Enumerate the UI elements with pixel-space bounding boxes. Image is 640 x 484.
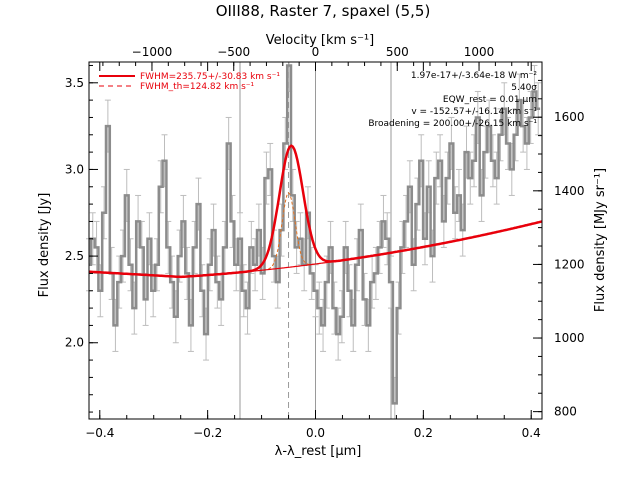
- top-tick-label: 0: [312, 45, 320, 59]
- annotation-flux: 1.97e-17+/-3.64e-18 W m⁻²: [411, 71, 538, 81]
- y-tick-label: 3.0: [65, 162, 84, 176]
- y-axis-label: Flux density [Jy]: [37, 193, 52, 298]
- data-step-line: [89, 64, 541, 405]
- x-tick-label: 0.0: [306, 426, 325, 440]
- y-tick-label: 2.0: [65, 336, 84, 350]
- reference-lines: [239, 62, 392, 419]
- fit-line: [88, 144, 543, 279]
- data-series: [89, 64, 541, 405]
- fit-series: [88, 144, 543, 279]
- legend-label-fwhm: FWHM=235.75+/-30.83 km s⁻¹: [140, 72, 280, 82]
- x-axis-label: λ-λ_rest [μm]: [275, 444, 362, 459]
- annotation-snr: 5.40σ: [511, 83, 537, 93]
- top-axis-label: Velocity [km s⁻¹]: [266, 33, 374, 48]
- y-tick-label: 2.5: [65, 249, 84, 263]
- top-tick-label: 1000: [464, 45, 495, 59]
- top-tick-label: −500: [217, 45, 250, 59]
- y2-tick-label: 1200: [554, 257, 585, 271]
- y2-tick-label: 1400: [554, 184, 585, 198]
- y2-ticks: 800 1000 1200 1400 1600: [533, 61, 585, 419]
- x-tick-label: −0.4: [85, 426, 114, 440]
- y2-tick-label: 1600: [554, 110, 585, 124]
- top-tick-label: −1000: [132, 45, 173, 59]
- fit-annotations: 1.97e-17+/-3.64e-18 W m⁻² 5.40σ EQW_rest…: [368, 71, 537, 129]
- x-tick-label: 0.4: [522, 426, 541, 440]
- y-ticks: 2.0 2.5 3.0 3.5: [65, 64, 98, 413]
- annotation-broadening: Broadening = 200.00+/-26.15 km s⁻¹: [368, 119, 537, 129]
- x-tick-label: −0.2: [193, 426, 222, 440]
- y2-tick-label: 800: [554, 405, 577, 419]
- legend-label-fwhm-th: FWHM_th=124.82 km s⁻¹: [140, 82, 255, 92]
- y2-tick-label: 1000: [554, 331, 585, 345]
- annotation-eqw: EQW_rest = 0.01 μm: [443, 95, 537, 105]
- legend: FWHM=235.75+/-30.83 km s⁻¹ FWHM_th=124.8…: [99, 72, 280, 92]
- x-tick-label: 0.2: [414, 426, 433, 440]
- chart-title: OIII88, Raster 7, spaxel (5,5): [216, 2, 431, 20]
- y-tick-label: 3.5: [65, 76, 84, 90]
- annotation-velocity: v = -152.57+/-16.14 km s⁻¹: [411, 107, 537, 117]
- top-tick-label: 500: [386, 45, 409, 59]
- y2-axis-label: Flux density [MJy sr⁻¹]: [593, 168, 608, 312]
- top-ticks: −1000 −500 0 500 1000: [102, 45, 529, 71]
- x-ticks: −0.4 −0.2 0.0 0.2 0.4: [85, 62, 541, 440]
